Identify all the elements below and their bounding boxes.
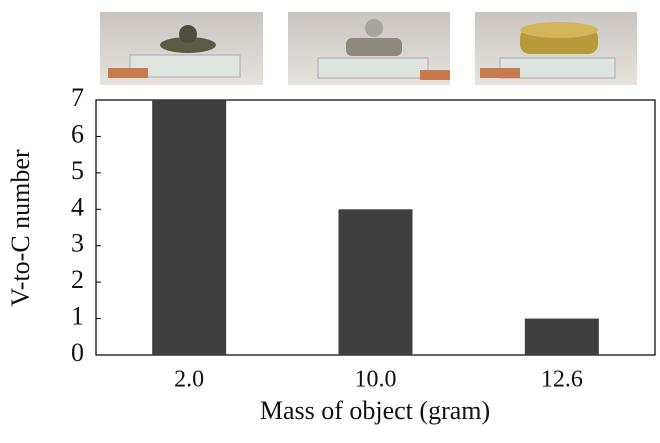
x-tick-label: 12.6: [541, 367, 583, 393]
bar: [339, 209, 413, 355]
bar: [525, 319, 599, 355]
bar: [152, 100, 226, 355]
chart: V-to-C number Mass of object (gram) 0 1 2 3…: [0, 0, 660, 438]
photo: [100, 12, 263, 85]
x-axis-label: Mass of object (gram): [260, 396, 490, 425]
y-tick-label: 2: [71, 265, 84, 294]
photo: [288, 12, 450, 85]
x-tick-label: 10.0: [355, 367, 397, 393]
photo: [475, 12, 637, 85]
y-tick-label: 6: [71, 119, 84, 148]
y-tick-label: 0: [71, 338, 84, 367]
y-tick-label: 7: [71, 83, 84, 112]
page: {"chart_data": {"type": "bar", "categori…: [0, 0, 660, 438]
x-tick-label: 2.0: [174, 367, 204, 393]
y-tick-label: 5: [71, 156, 84, 185]
y-tick-label: 4: [71, 192, 84, 221]
y-tick-label: 1: [71, 302, 84, 331]
y-tick-label: 3: [71, 229, 84, 258]
y-axis-label: V-to-C number: [6, 149, 35, 307]
